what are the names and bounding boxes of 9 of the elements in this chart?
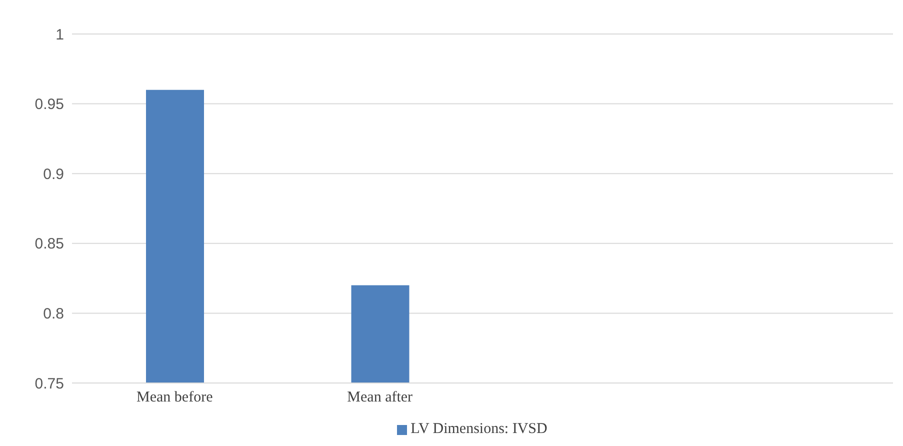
y-tick-label: 0.85 bbox=[34, 236, 64, 253]
y-tick-label: 0.75 bbox=[34, 375, 64, 392]
x-tick-label: Mean before bbox=[136, 390, 214, 406]
y-tick-label: 0.8 bbox=[43, 306, 64, 323]
y-tick-label: 1 bbox=[56, 26, 64, 44]
y-tick-label: 0.9 bbox=[43, 166, 64, 183]
x-tick-label: Mean after bbox=[347, 390, 413, 406]
legend-label: LV Dimensions: IVSD bbox=[410, 421, 548, 437]
y-tick-label: 0.95 bbox=[34, 96, 64, 114]
